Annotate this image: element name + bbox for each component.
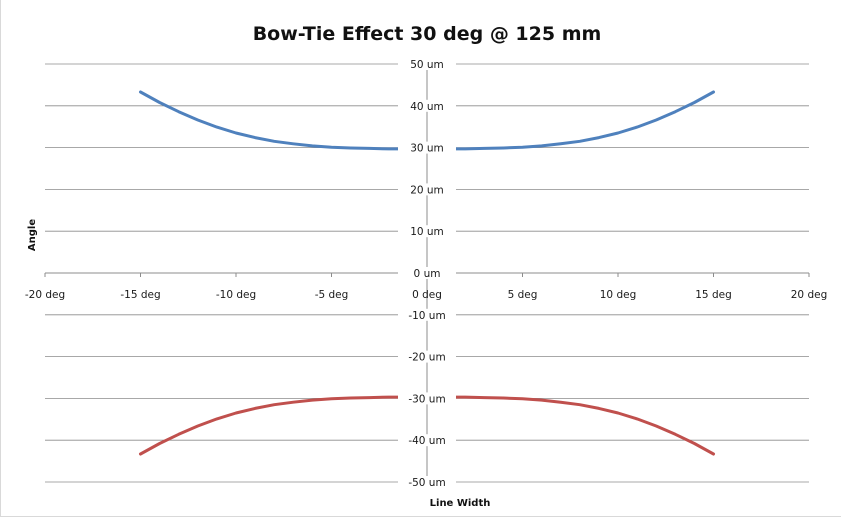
y-tick-label: -30 um [408, 393, 445, 405]
y-tick-label-bg [398, 267, 456, 279]
y-tick-label-bg [398, 350, 456, 363]
y-tick-label: -20 um [408, 352, 445, 364]
x-tick-label: 0 deg [412, 289, 442, 301]
y-axis-title: Angle [27, 219, 38, 251]
y-tick-label-bg [398, 58, 456, 70]
y-tick-label: -40 um [408, 435, 445, 447]
x-tick-label: 20 deg [791, 289, 828, 301]
y-tick-label-bg [398, 183, 456, 196]
y-tick-label: 30 um [410, 143, 444, 155]
y-tick-label-bg [398, 141, 456, 154]
x-tick-label: -20 deg [25, 289, 65, 301]
y-tick-label-bg [398, 308, 456, 321]
y-tick-label: 0 um [414, 268, 441, 280]
y-tick-label-bg [398, 434, 456, 447]
x-tick-label: 5 deg [508, 289, 538, 301]
y-tick-label: -50 um [408, 477, 445, 489]
x-axis-title: Line Width [430, 498, 491, 509]
y-tick-label: -10 um [408, 310, 445, 322]
x-tick-label: -5 deg [315, 289, 349, 301]
x-tick-labels: -20 deg -15 deg -10 deg -5 deg 0 deg 5 deg 10 … [25, 289, 827, 301]
y-tick-label-bg [398, 476, 456, 488]
chart-title: Bow-Tie Effect 30 deg @ 125 mm [253, 23, 602, 45]
x-tick-label: -15 deg [120, 289, 160, 301]
y-tick-label: 20 um [410, 184, 444, 196]
y-tick-label: 50 um [410, 59, 444, 71]
y-tick-label-bg [398, 392, 456, 405]
x-tick-label: 10 deg [600, 289, 637, 301]
y-tick-label: 40 um [410, 101, 444, 113]
x-tick-label: -10 deg [216, 289, 256, 301]
y-tick-labels: 50 um 40 um 30 um 20 um 10 um 0 um -10 um -20 u… [398, 58, 456, 489]
y-tick-label: 10 um [410, 226, 444, 238]
y-tick-label-bg [398, 225, 456, 238]
x-tick-label: 15 deg [695, 289, 732, 301]
y-tick-label-bg [398, 99, 456, 112]
